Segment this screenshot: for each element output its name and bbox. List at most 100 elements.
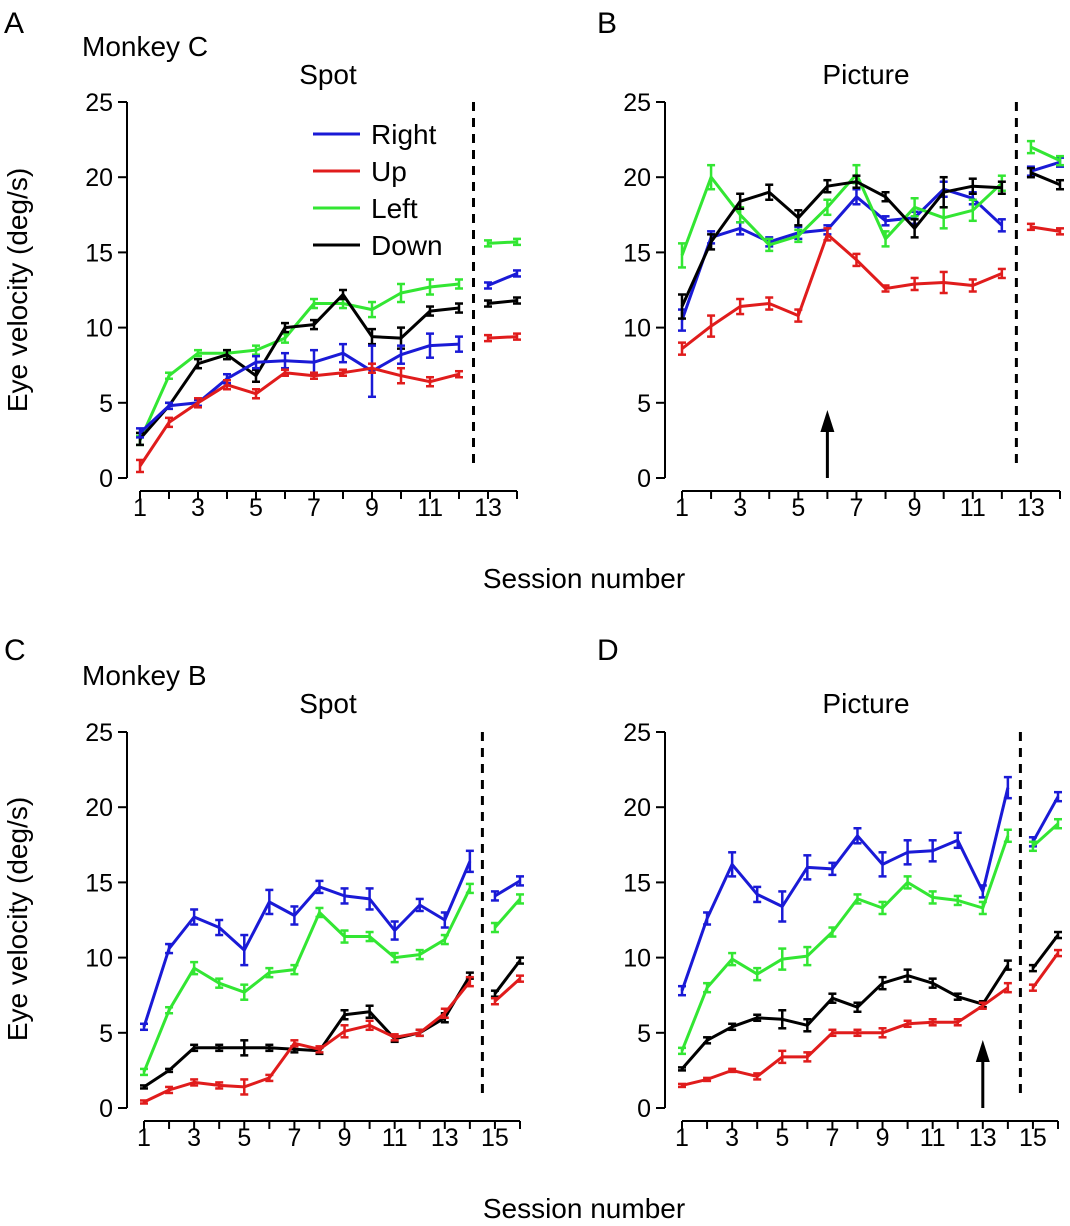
x-tick-label: 11 [960,494,986,522]
post-series-line [1031,934,1060,970]
x-tick-label: 7 [287,1124,301,1152]
y-tick-label: 0 [99,1095,113,1123]
x-tick-label: 11 [920,1124,946,1152]
x-tick-label: 1 [675,1124,689,1152]
series-right [136,269,521,439]
x-tick-label: 1 [133,494,147,522]
panel-title: Spot [299,688,357,719]
series-right [140,849,524,1032]
y-tick-label: 10 [85,945,113,973]
y-tick-label: 15 [85,239,113,267]
series-line [138,293,460,440]
post-series-line [1030,145,1061,163]
series-line [680,787,1010,992]
panel-letter: C [4,634,26,667]
x-tick-label: 7 [825,1124,839,1152]
series-right [678,775,1062,997]
post-series-line [493,977,522,1003]
y-tick-label: 5 [99,390,113,418]
x-tick-label: 9 [365,494,379,522]
series-up [136,332,521,474]
y-tick-label: 20 [85,164,113,192]
y-tick-label: 20 [623,164,651,192]
x-tick-label: 9 [908,494,922,522]
series-line [680,187,1003,321]
legend-label: Up [371,156,407,187]
series-up [678,948,1062,1089]
panel-letter: B [597,7,617,40]
y-tick-label: 5 [637,1020,651,1048]
arrow-head [975,1040,990,1062]
x-tick-label: 15 [481,1124,509,1152]
y-tick-label: 25 [623,719,651,747]
series-down [678,930,1062,1072]
series-down [136,288,521,447]
y-tick-label: 0 [637,465,651,493]
x-tick-label: 9 [338,1124,352,1152]
y-tick-label: 15 [623,239,651,267]
x-tick-label: 1 [137,1124,151,1152]
y-tick-label: 5 [637,390,651,418]
x-tick-label: 3 [733,494,747,522]
series-line [680,835,1010,1052]
series-line [138,366,460,467]
x-tick-label: 5 [249,494,263,522]
post-series-line [1030,160,1061,173]
post-series-line [487,335,518,340]
monkey-label: Monkey B [82,660,207,691]
x-tick-label: 11 [382,1124,408,1152]
x-tick-label: 13 [969,1124,997,1152]
series-left [678,139,1064,269]
panel-title: Picture [822,688,909,719]
panel-letter: A [4,7,24,40]
series-up [678,222,1064,356]
series-up [140,974,524,1105]
post-series-line [1031,952,1060,989]
series-line [138,342,460,434]
x-tick-label: 13 [431,1124,459,1152]
series-left [140,882,524,1077]
x-tick-label: 11 [417,494,443,522]
monkey-label: Monkey C [82,31,208,62]
x-tick-label: 13 [1017,494,1045,522]
series-left [678,817,1062,1056]
legend-label: Right [371,119,437,150]
legend-label: Left [371,193,418,224]
series-line [143,980,472,1104]
panel-letter: D [597,634,619,667]
x-axis-label-top: Session number [483,563,685,594]
x-tick-label: 13 [474,494,502,522]
x-tick-label: 7 [850,494,864,522]
series-line [680,180,1002,308]
y-tick-label: 15 [85,869,113,897]
x-tick-label: 15 [1019,1124,1047,1152]
x-tick-label: 9 [876,1124,890,1152]
y-tick-label: 25 [85,719,113,747]
post-series-line [487,299,518,306]
series-line [680,964,1010,1070]
post-series-line [1030,225,1061,233]
x-tick-label: 3 [725,1124,739,1152]
x-axis-label-bottom: Session number [483,1193,685,1224]
x-tick-label: 3 [191,494,205,522]
y-tick-label: 20 [85,794,113,822]
x-tick-label: 3 [187,1124,201,1152]
y-tick-label: 5 [99,1020,113,1048]
y-tick-label: 15 [623,869,651,897]
series-line [681,232,1003,350]
post-series-line [493,959,522,995]
y-tick-label: 10 [623,315,651,343]
post-series-line [493,897,522,929]
series-right [678,156,1064,332]
y-tick-label: 25 [85,89,113,117]
x-tick-label: 1 [675,494,689,522]
post-series-line [487,240,518,245]
series-line [142,860,472,1028]
y-tick-label: 0 [637,1095,651,1123]
x-tick-label: 7 [307,494,321,522]
post-series-line [494,879,521,898]
